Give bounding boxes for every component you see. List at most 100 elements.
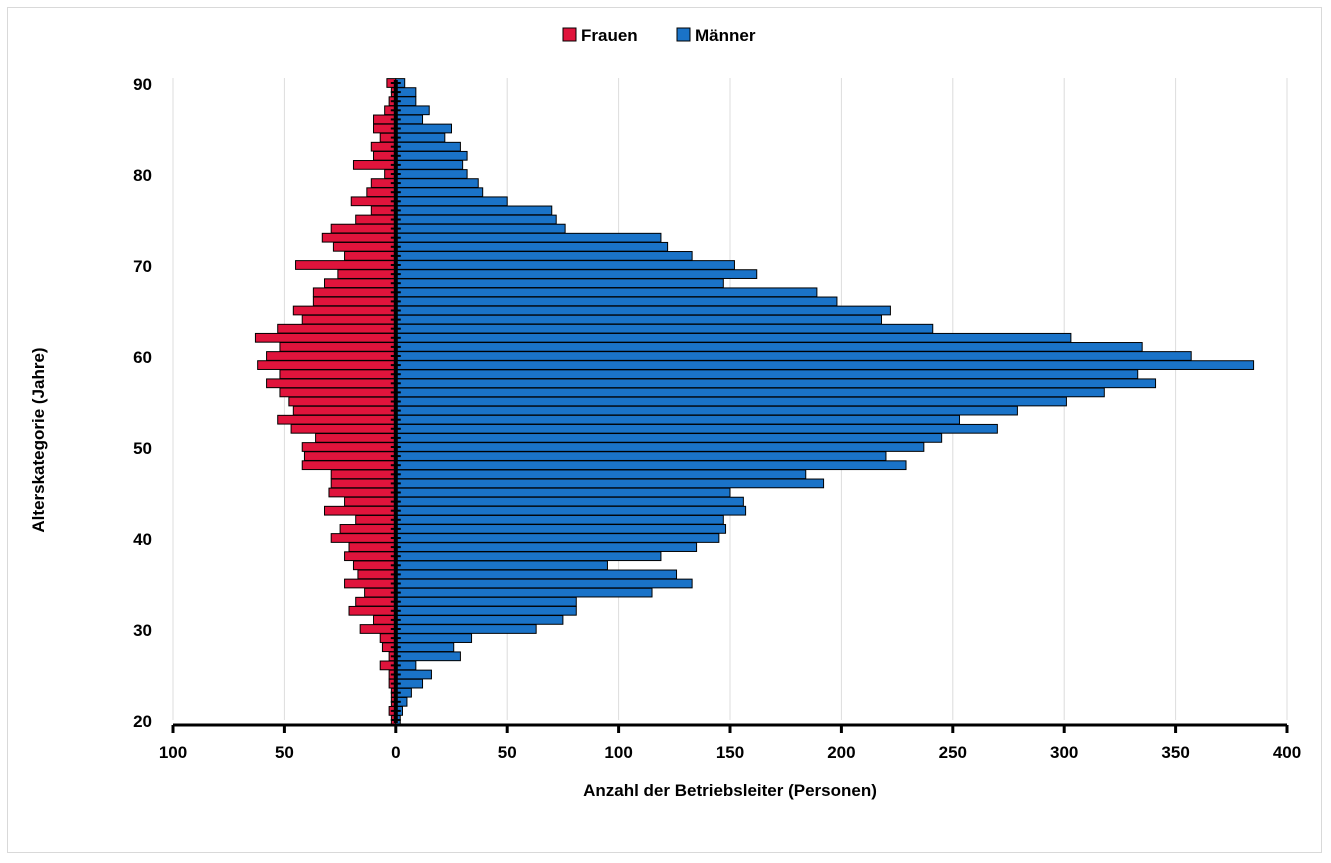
legend: Frauen Männer [562,26,756,45]
x-tick-label-3: 50 [498,743,517,762]
bar-frauen-age-52 [290,423,397,434]
bar-maenner-age-32 [395,605,577,616]
bar-maenner-age-52 [395,423,998,434]
x-tick-label-10: 400 [1273,743,1301,762]
bar-frauen-age-51 [315,433,397,443]
bar-maenner-age-59 [395,360,1255,370]
bar-frauen-age-55 [288,396,397,407]
x-tick-label-0: 100 [159,743,187,762]
bar-maenner-age-69 [395,269,758,279]
bar-frauen-age-58 [279,369,397,380]
bar-frauen-age-40 [330,533,397,543]
x-tick-label-5: 150 [716,743,744,762]
bar-frauen-age-66 [312,296,397,307]
bar-maenner-age-76 [395,205,553,216]
bar-frauen-age-81 [352,160,397,170]
bar-maenner-age-66 [395,296,838,307]
bar-maenner-age-33 [395,596,577,607]
bar-maenner-age-39 [395,542,698,552]
bar-frauen-age-33 [355,596,397,607]
bar-maenner-age-45 [395,487,731,498]
bar-maenner-age-31 [395,615,564,625]
bar-frauen-age-60 [266,351,397,361]
bar-maenner-age-28 [395,642,455,653]
bar-maenner-age-58 [395,369,1139,380]
bar-frauen-age-72 [332,241,397,252]
bar-frauen-age-30 [359,624,397,634]
bar-maenner-age-75 [395,214,557,225]
bar-frauen-age-74 [330,223,397,234]
y-tick-label-5: 70 [133,257,152,276]
bar-maenner-age-50 [395,442,925,452]
bar-maenner-age-34 [395,587,653,598]
bar-frauen-age-41 [339,524,397,534]
bar-frauen-age-73 [321,232,397,243]
x-tick-label-2: 0 [391,743,400,762]
bar-maenner-age-46 [395,478,825,489]
bar-frauen-age-77 [350,196,397,207]
bar-maenner-age-61 [395,342,1143,352]
bar-frauen-age-61 [279,342,397,352]
bar-maenner-age-40 [395,533,720,543]
bar-maenner-age-65 [395,305,891,316]
legend-swatch-maenner [676,27,691,42]
y-tick-label-4: 60 [133,348,152,367]
bar-frauen-age-46 [330,478,397,489]
bar-maenner-age-36 [395,569,678,580]
bar-maenner-age-60 [395,351,1192,361]
bar-maenner-age-27 [395,651,461,662]
bar-frauen-age-50 [301,442,397,452]
axis-layer [171,80,1289,733]
bar-frauen-age-67 [312,287,397,298]
bar-frauen-age-44 [344,496,397,507]
bar-maenner-age-29 [395,633,473,643]
bar-maenner-age-54 [395,405,1018,416]
grid-layer [172,78,1288,720]
bar-frauen-age-62 [254,332,397,343]
bar-maenner-age-55 [395,396,1067,407]
bar-maenner-age-30 [395,624,537,634]
bar-maenner-age-70 [395,260,735,270]
bar-maenner-age-42 [395,514,724,525]
bar-frauen-age-65 [292,305,397,316]
bar-frauen-age-35 [344,578,397,589]
y-tick-label-6: 80 [133,166,152,185]
bar-frauen-age-54 [292,405,397,416]
bar-frauen-age-70 [295,260,397,270]
bar-maenner-age-43 [395,505,747,516]
bar-maenner-age-81 [395,160,464,170]
y-tick-label-7: 90 [133,75,152,94]
bar-frauen-age-48 [301,460,397,471]
bar-frauen-age-45 [328,487,397,498]
bar-maenner-age-53 [395,414,960,425]
bar-frauen-age-47 [330,469,397,480]
bar-maenner-age-67 [395,287,818,298]
bar-layer [254,78,1255,725]
y-tick-label-3: 50 [133,439,152,458]
bar-maenner-age-48 [395,460,907,471]
bar-maenner-age-41 [395,524,727,534]
bar-maenner-age-49 [395,451,887,461]
bar-frauen-age-57 [266,378,397,389]
x-tick-label-1: 50 [275,743,294,762]
bar-maenner-age-80 [395,169,468,179]
bar-frauen-age-43 [324,505,397,516]
bar-maenner-age-47 [395,469,807,480]
bar-frauen-age-75 [355,214,397,225]
bar-frauen-age-53 [277,414,397,425]
bar-frauen-age-37 [352,560,397,571]
bar-maenner-age-25 [395,669,432,680]
bar-frauen-age-39 [348,542,397,552]
bar-maenner-age-73 [395,232,662,243]
bar-maenner-age-64 [395,314,883,325]
bar-frauen-age-63 [277,323,397,334]
bar-maenner-age-35 [395,578,693,589]
bar-maenner-age-68 [395,278,724,289]
bar-maenner-age-84 [395,132,446,143]
bar-maenner-age-51 [395,433,943,443]
bar-frauen-age-38 [344,551,397,562]
x-tick-label-6: 200 [827,743,855,762]
x-tick-label-7: 250 [939,743,967,762]
bar-maenner-age-78 [395,187,484,198]
